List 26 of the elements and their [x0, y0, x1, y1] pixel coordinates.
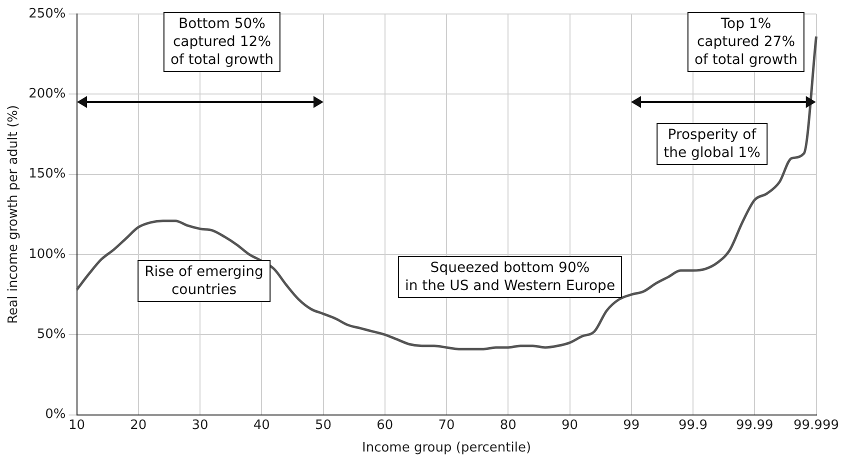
x-tick-label: 50	[314, 418, 332, 433]
y-tick-label: 250%	[28, 6, 66, 22]
annotation: Rise of emerging countries	[138, 260, 270, 302]
x-tick-label: 20	[130, 418, 147, 433]
x-tick-label: 99.999	[794, 418, 840, 433]
annotation: Squeezed bottom 90% in the US and Western Europe	[398, 256, 622, 298]
annotation: Top 1% captured 27% of total growth	[687, 12, 805, 72]
x-tick-label: 80	[500, 418, 516, 433]
y-tick-label: 150%	[28, 166, 66, 182]
annotation: Prosperity of the global 1%	[656, 123, 768, 165]
x-tick-label: 40	[253, 418, 270, 433]
x-tick-label: 60	[376, 418, 394, 433]
x-tick-label: 30	[192, 418, 208, 433]
x-tick-label: 99.99	[736, 418, 774, 433]
y-tick-label: 0%	[45, 407, 66, 422]
x-tick-label: 99.9	[678, 418, 708, 433]
x-tick-label: 99	[623, 418, 640, 433]
y-tick-label: 200%	[28, 86, 66, 102]
y-tick-label: 100%	[28, 246, 66, 262]
x-tick-label: 70	[438, 418, 455, 433]
x-axis-title: Income group (percentile)	[362, 440, 532, 456]
y-tick-label: 50%	[36, 327, 66, 342]
y-axis-title: Real income growth per adult (%)	[6, 105, 22, 324]
annotation: Bottom 50% captured 12% of total growth	[163, 12, 281, 72]
x-tick-label: 10	[68, 418, 86, 433]
x-tick-label: 90	[561, 418, 578, 433]
